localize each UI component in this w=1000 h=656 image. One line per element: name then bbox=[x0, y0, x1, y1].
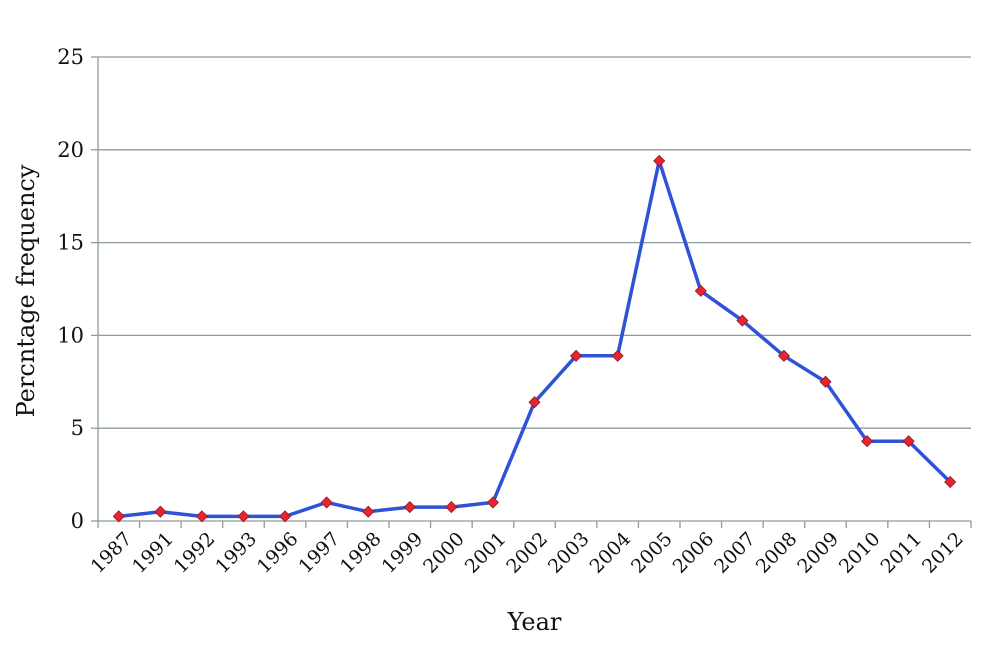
y-tick-label: 20 bbox=[57, 138, 84, 162]
x-tick-label: 1993 bbox=[211, 528, 261, 578]
data-point-marker bbox=[154, 505, 167, 518]
x-tick-label: 2002 bbox=[502, 528, 552, 578]
data-point-marker bbox=[736, 314, 749, 327]
x-tick-label: 2007 bbox=[710, 528, 760, 578]
data-point-marker bbox=[362, 505, 375, 518]
x-tick-label: 2009 bbox=[793, 528, 843, 578]
data-point-marker bbox=[279, 510, 292, 523]
x-axis-ticks: 1987199119921993199619971998199920002001… bbox=[87, 521, 972, 578]
data-point-marker bbox=[486, 496, 499, 509]
x-tick-label: 2006 bbox=[669, 528, 719, 578]
data-point-marker bbox=[445, 501, 458, 514]
x-tick-label: 1996 bbox=[253, 528, 303, 578]
data-point-marker bbox=[611, 349, 624, 362]
y-tick-label: 25 bbox=[57, 45, 84, 69]
gridlines bbox=[98, 56, 971, 429]
data-point-marker bbox=[195, 510, 208, 523]
data-point-marker bbox=[819, 375, 832, 388]
data-point-marker bbox=[403, 501, 416, 514]
x-tick-label: 2005 bbox=[627, 528, 677, 578]
data-point-marker bbox=[320, 496, 333, 509]
y-axis-title: Percntage frequency bbox=[12, 164, 40, 417]
data-point-marker bbox=[694, 284, 707, 297]
y-tick-label: 10 bbox=[57, 323, 84, 347]
x-tick-label: 2003 bbox=[544, 528, 594, 578]
data-point-marker bbox=[528, 396, 541, 409]
data-point-marker bbox=[861, 435, 874, 448]
x-tick-label: 1998 bbox=[336, 528, 386, 578]
series-line bbox=[118, 159, 952, 519]
x-tick-label: 2004 bbox=[585, 528, 635, 578]
data-point-marker bbox=[653, 154, 666, 168]
data-point-marker bbox=[570, 349, 583, 362]
data-point-marker bbox=[112, 510, 125, 523]
data-point-marker bbox=[902, 435, 915, 448]
y-tick-label: 15 bbox=[57, 231, 84, 255]
x-tick-label: 2011 bbox=[876, 528, 926, 578]
data-point-marker bbox=[777, 349, 790, 362]
x-axis-title: Year bbox=[507, 608, 562, 636]
x-tick-label: 1991 bbox=[128, 528, 178, 578]
x-tick-label: 1992 bbox=[170, 528, 220, 578]
y-tick-label: 5 bbox=[71, 416, 84, 440]
x-tick-label: 2000 bbox=[419, 528, 469, 578]
y-tick-label: 0 bbox=[71, 509, 84, 533]
x-tick-label: 1997 bbox=[294, 528, 344, 578]
series-layer bbox=[112, 154, 957, 523]
data-point-marker bbox=[944, 475, 957, 489]
x-tick-label: 2001 bbox=[461, 528, 511, 578]
y-axis-ticks: 0 5 10 15 20 25 bbox=[57, 45, 98, 533]
x-tick-label: 2010 bbox=[835, 528, 885, 578]
data-point-marker bbox=[237, 510, 250, 523]
x-tick-label: 1999 bbox=[378, 528, 428, 578]
x-tick-label: 2008 bbox=[752, 528, 802, 578]
x-tick-label: 1987 bbox=[87, 528, 137, 578]
x-tick-label: 2012 bbox=[918, 528, 968, 578]
